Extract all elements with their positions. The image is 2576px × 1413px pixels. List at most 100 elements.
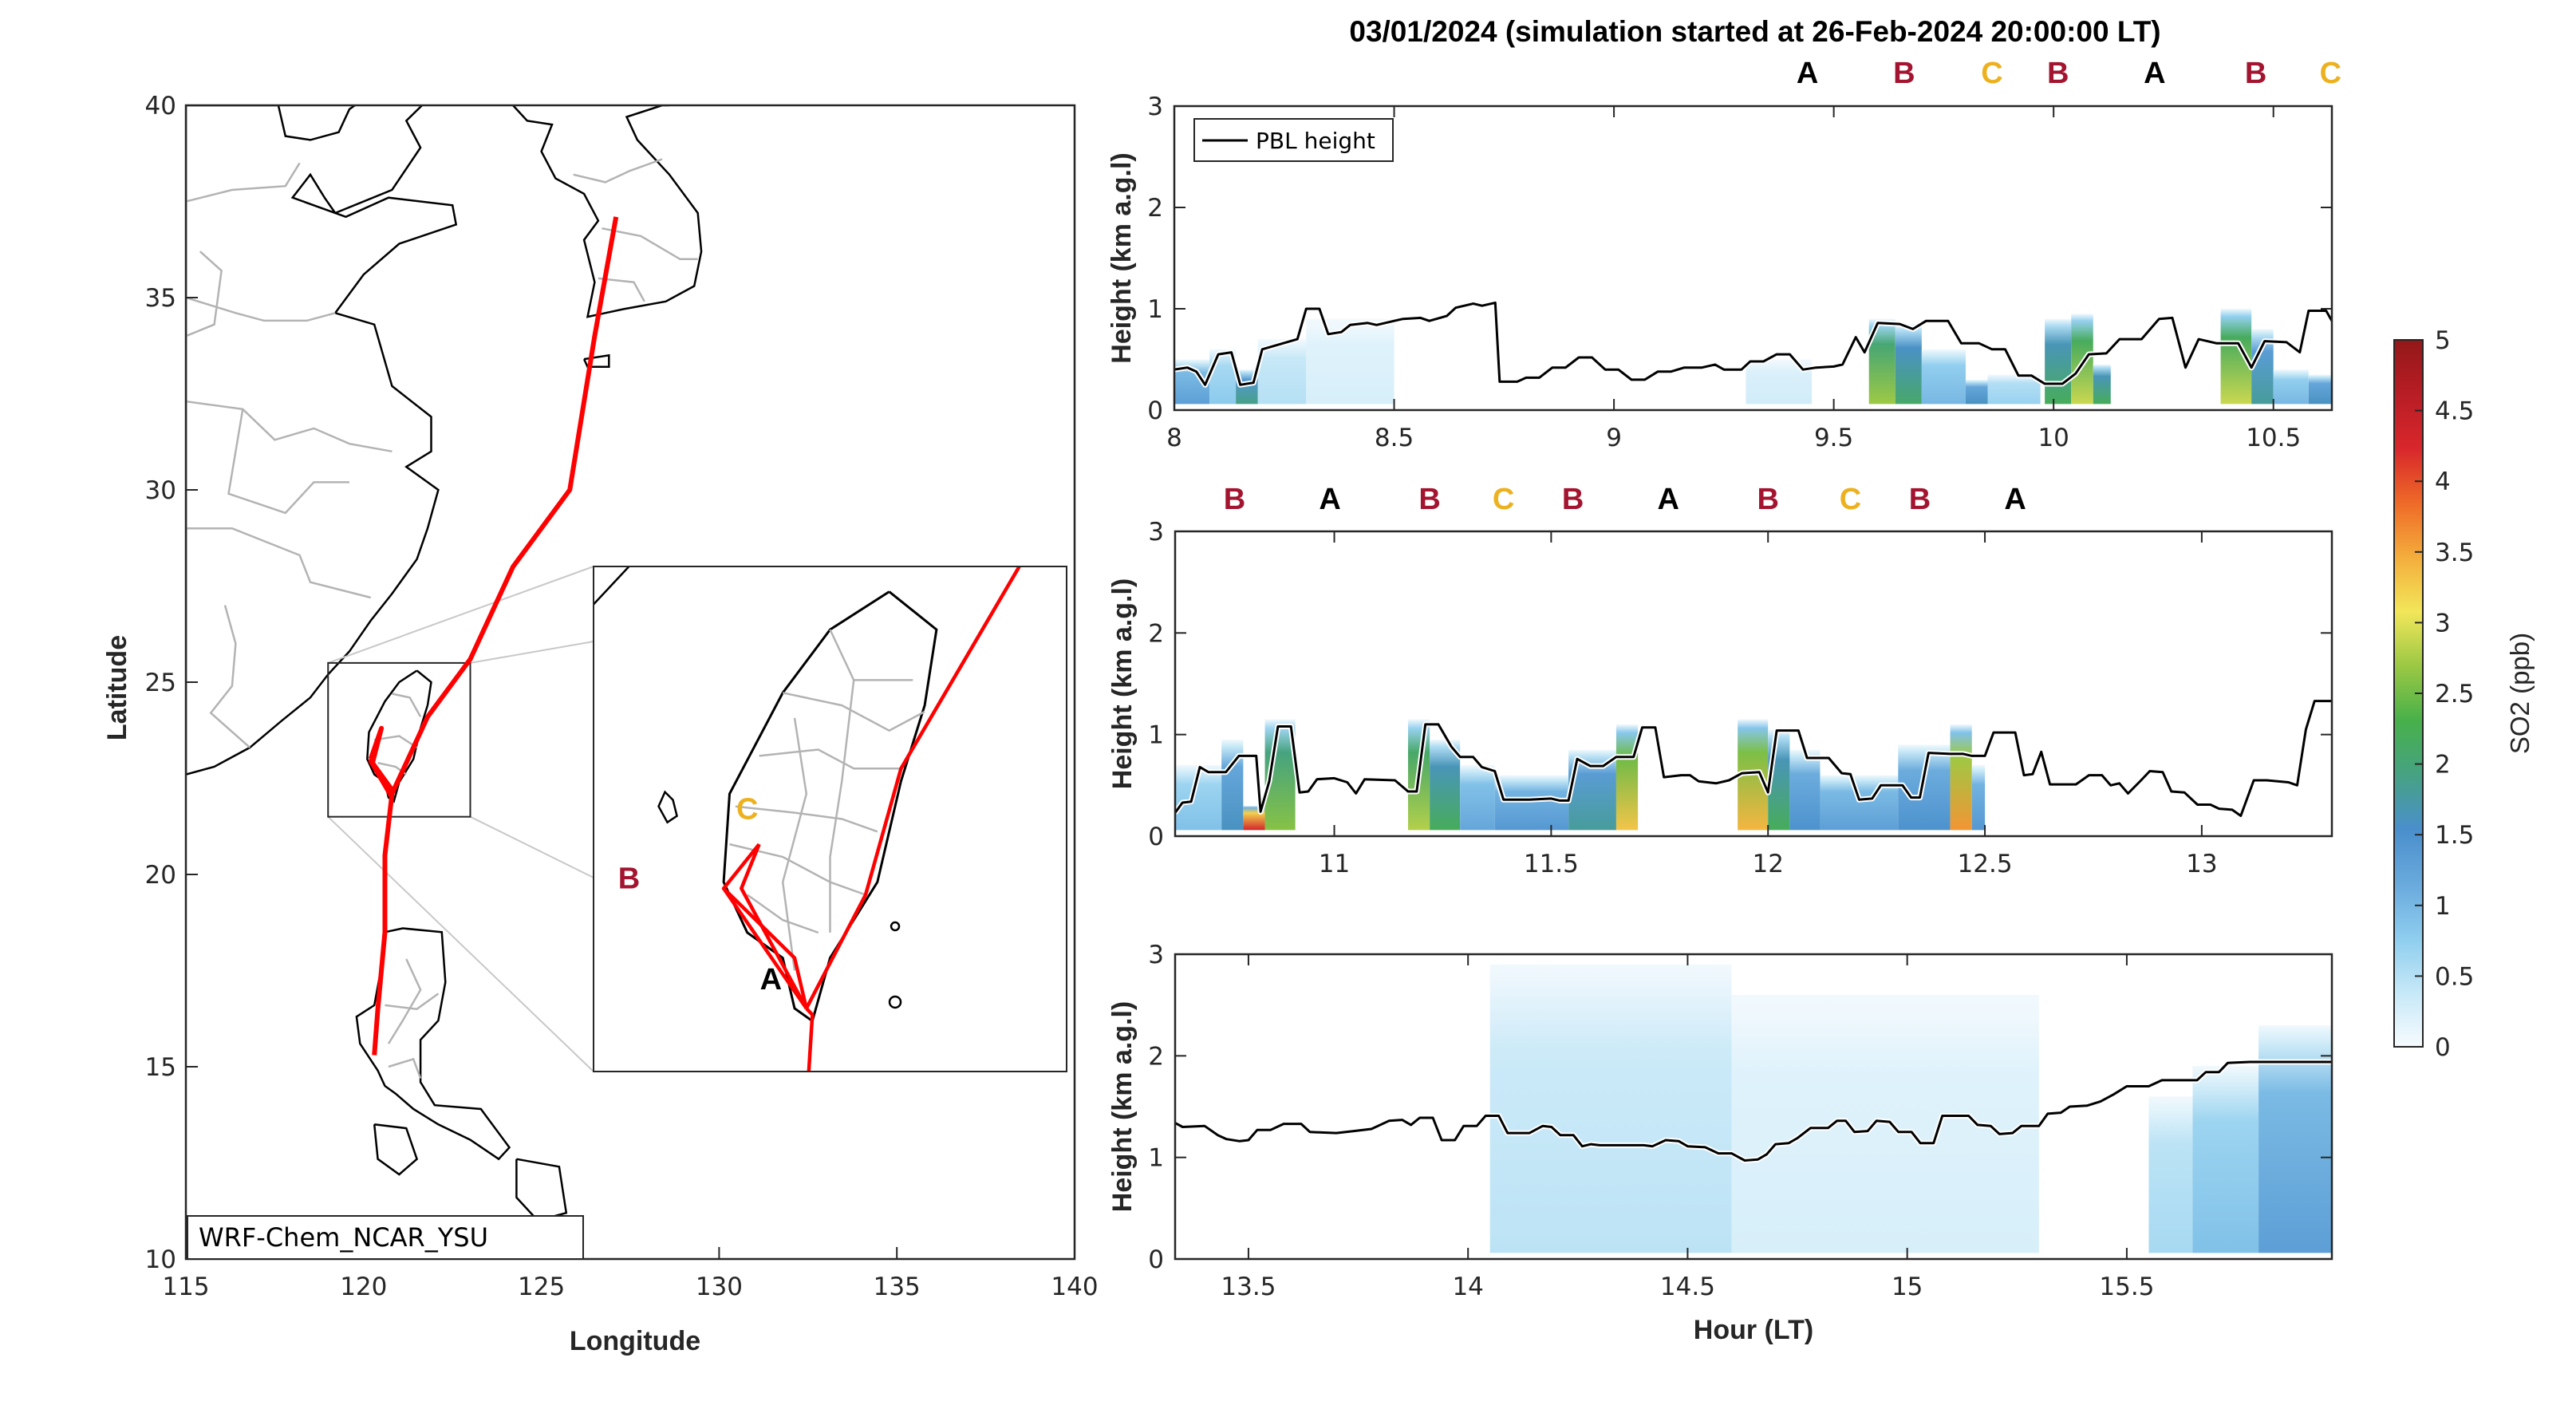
pbl-legend: PBL height — [1193, 118, 1394, 162]
site-label-b: B — [1224, 483, 1245, 516]
xtick-label: 11 — [1319, 850, 1350, 878]
figure-title: 03/01/2024 (simulation started at 26-Feb… — [1349, 15, 2160, 48]
so2-column — [2093, 364, 2111, 405]
site-label-c: C — [1981, 57, 2002, 90]
map-ylabel: Latitude — [102, 635, 132, 740]
coastline-philippines — [515, 1158, 568, 1222]
province-border — [186, 400, 393, 453]
map-ytick-label: 25 — [145, 669, 176, 697]
inset-track — [805, 1007, 815, 1072]
province-border — [186, 296, 336, 322]
pbl-legend-label: PBL height — [1256, 128, 1375, 154]
panel-ylabel: Height (km a.g.l) — [1107, 578, 1138, 789]
ytick-label: 1 — [1147, 295, 1163, 324]
xtick-label: 15.5 — [2099, 1273, 2154, 1301]
panel-plot-area — [1174, 299, 2332, 405]
so2-column — [1494, 775, 1569, 831]
so2-column — [2045, 318, 2072, 405]
pbl-height-line — [1174, 301, 2332, 386]
colorbar-tick-label: 0.5 — [2435, 962, 2474, 991]
green-island — [890, 921, 901, 932]
inset-county-border — [781, 717, 808, 971]
province-border — [388, 1057, 422, 1079]
site-label-b: B — [2047, 57, 2069, 90]
panel-1: 8 8.5 9 9.5 10 10.5 0 1 2 3 Height (km a.g.l) A B C B A… — [1107, 57, 2341, 452]
ytick-label: 1 — [1148, 1144, 1164, 1173]
so2-column — [1895, 324, 1922, 405]
site-label-a: A — [2004, 483, 2026, 516]
colorbar-tick-label: 4.5 — [2435, 397, 2474, 426]
site-label-c: C — [1840, 483, 1861, 516]
inset-coastline-taiwan — [722, 590, 938, 1024]
map-xtick-label: 115 — [162, 1273, 209, 1301]
xtick-label: 10.5 — [2246, 424, 2301, 452]
province-border — [573, 158, 663, 184]
so2-column — [1987, 374, 2041, 405]
panel-frame — [1174, 530, 2333, 838]
flight-track-line — [372, 216, 619, 1056]
ytick-label: 1 — [1148, 721, 1164, 750]
xtick-label: 10 — [2038, 424, 2069, 452]
map-land — [186, 105, 703, 1222]
xtick-label: 8.5 — [1375, 424, 1414, 452]
site-label-b: B — [1757, 483, 1778, 516]
inset-track — [722, 887, 808, 1010]
so2-column — [1971, 764, 1986, 831]
colorbar-tick-label: 0 — [2435, 1033, 2451, 1062]
so2-column — [1306, 318, 1395, 405]
pbl-height-line — [1175, 1060, 2332, 1162]
map-xtick-label: 135 — [874, 1273, 921, 1301]
map-axes: 115 120 125 130 135 140 10 15 20 25 30 35 40 C B A WRF… — [102, 92, 1099, 1356]
inset-coastline-china — [594, 566, 631, 606]
site-label-b: B — [1562, 483, 1584, 516]
zoom-connector — [470, 641, 594, 664]
xtick-label: 9 — [1606, 424, 1622, 452]
site-label-b: B — [1418, 483, 1440, 516]
site-label-b: B — [1909, 483, 1931, 516]
map-ytick-label: 15 — [145, 1053, 176, 1082]
coastline-china — [186, 105, 458, 776]
xtick-label: 13.5 — [1221, 1273, 1276, 1301]
so2-column — [2273, 369, 2309, 405]
panel-ylabel: Height (km a.g.l) — [1107, 1001, 1138, 1212]
province-border — [186, 162, 301, 203]
map-xtick-label: 140 — [1051, 1273, 1098, 1301]
xtick-label: 11.5 — [1524, 850, 1579, 878]
panel-frame — [1174, 953, 2333, 1261]
colorbar-tick-label: 1.5 — [2435, 821, 2474, 850]
inset-site-label-b: B — [618, 862, 640, 896]
so2-column — [1489, 964, 1732, 1253]
panel-frame — [1173, 105, 2333, 412]
colorbar-tick-label: 3 — [2435, 609, 2451, 637]
ytick-label: 0 — [1147, 397, 1163, 425]
zoom-connector — [327, 566, 594, 664]
colorbar-tick-label: 2 — [2435, 751, 2451, 780]
site-label-c: C — [2320, 57, 2341, 90]
inset-county-border — [735, 805, 878, 833]
map-xtick-label: 130 — [696, 1273, 743, 1301]
xtick-label: 9.5 — [1814, 424, 1853, 452]
ytick-label: 3 — [1147, 93, 1163, 121]
xtick-label: 14.5 — [1660, 1273, 1715, 1301]
colorbar-tick-label: 2.5 — [2435, 680, 2474, 708]
inset-content — [594, 566, 1021, 1072]
coastline-philippines — [355, 927, 511, 1161]
flight-track-taiwan — [368, 725, 395, 799]
province-border — [385, 993, 440, 1010]
inset-site-label-a: A — [760, 963, 782, 997]
so2-column — [2192, 1066, 2259, 1253]
colorbar-ticks: 0 0.5 1 1.5 2 2.5 3 3.5 4 4.5 5 — [2415, 326, 2474, 1062]
ytick-label: 0 — [1148, 823, 1164, 851]
panel-xlabel: Hour (LT) — [1694, 1315, 1813, 1345]
inset-county-border — [782, 692, 925, 732]
inset-track — [804, 566, 1021, 1009]
site-label-a: A — [1797, 57, 1818, 90]
province-border — [186, 527, 372, 599]
so2-column — [1921, 349, 1966, 405]
inset-frame — [593, 566, 1067, 1072]
ytick-label: 2 — [1147, 194, 1163, 223]
panel-ylabel: Height (km a.g.l) — [1107, 152, 1137, 363]
